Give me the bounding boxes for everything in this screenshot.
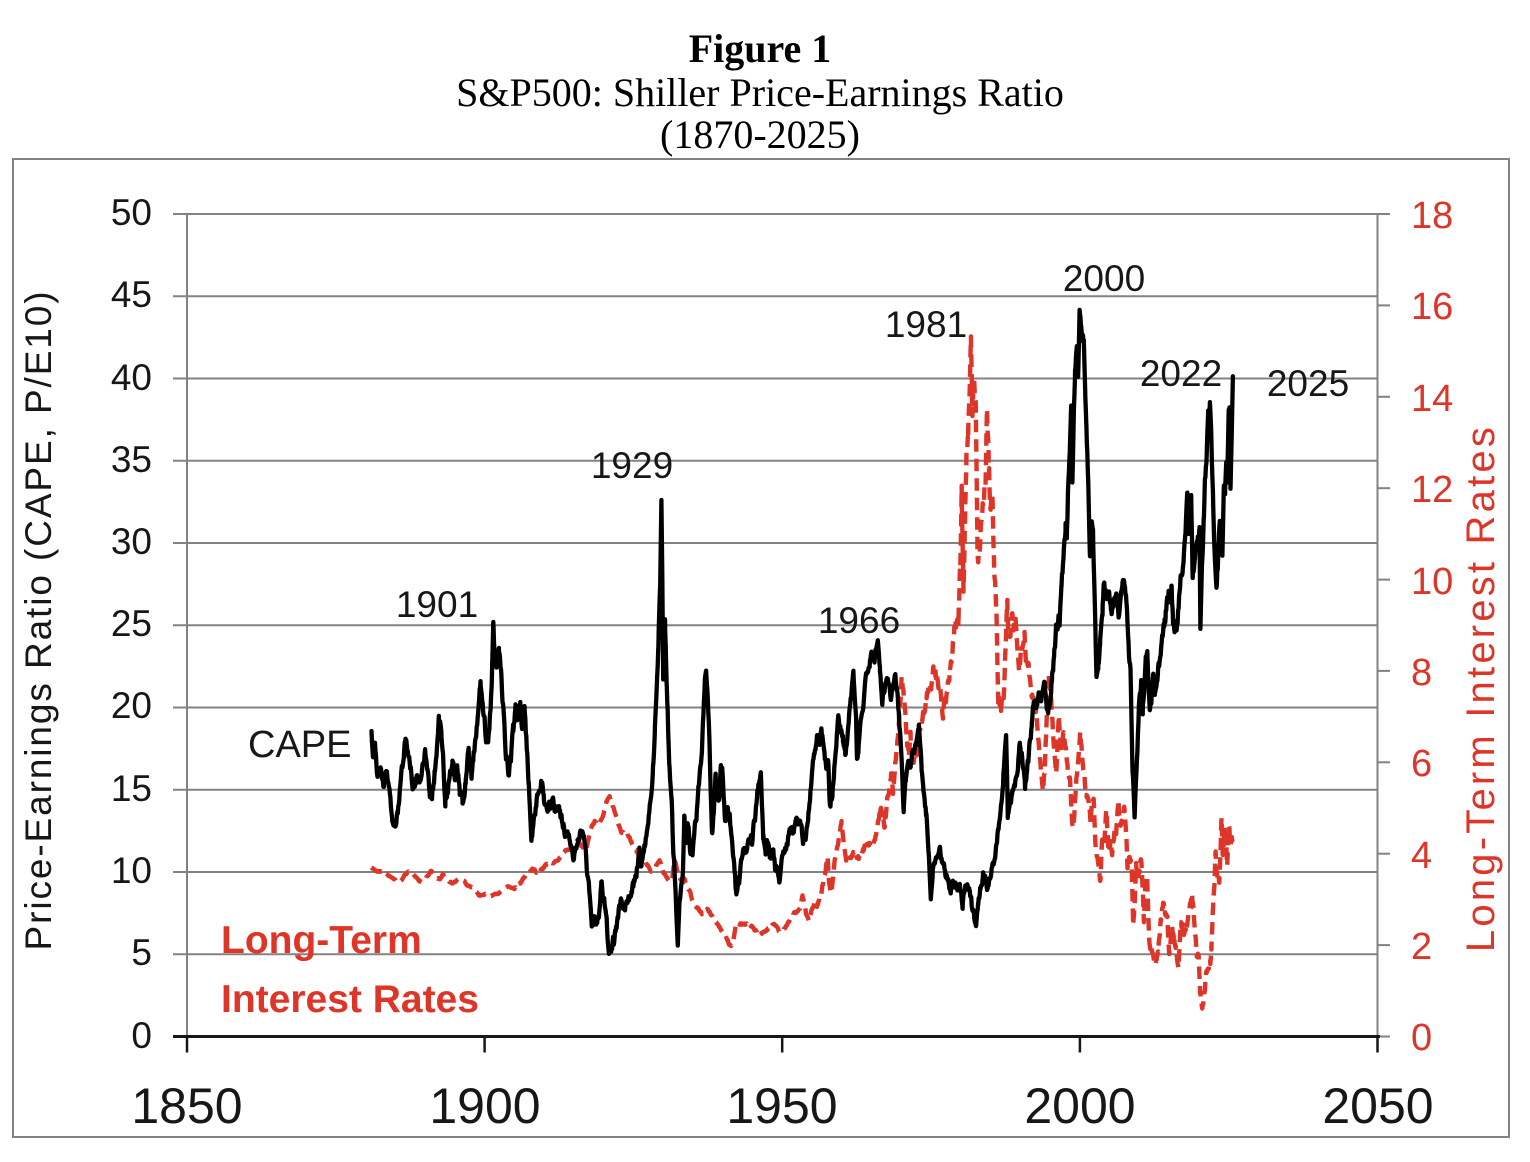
- svg-text:2000: 2000: [1063, 258, 1145, 299]
- svg-text:1900: 1900: [429, 1078, 540, 1134]
- svg-text:(1870-2025): (1870-2025): [660, 112, 860, 157]
- svg-text:Price-Earnings Ratio (CAPE, P/: Price-Earnings Ratio (CAPE, P/E10): [18, 290, 59, 951]
- svg-text:Figure 1: Figure 1: [689, 26, 832, 71]
- svg-text:14: 14: [1411, 378, 1453, 420]
- svg-text:4: 4: [1411, 835, 1432, 877]
- svg-text:2: 2: [1411, 926, 1432, 968]
- svg-text:1966: 1966: [818, 600, 900, 641]
- svg-text:0: 0: [1411, 1017, 1432, 1059]
- svg-text:1901: 1901: [396, 584, 478, 625]
- svg-text:35: 35: [111, 439, 152, 480]
- svg-text:2000: 2000: [1024, 1078, 1135, 1134]
- svg-text:1981: 1981: [885, 304, 967, 345]
- svg-text:16: 16: [1411, 286, 1453, 328]
- svg-text:10: 10: [1411, 561, 1453, 603]
- svg-text:10: 10: [111, 850, 152, 891]
- svg-text:30: 30: [111, 521, 152, 562]
- svg-text:2050: 2050: [1322, 1078, 1433, 1134]
- svg-text:12: 12: [1411, 469, 1453, 511]
- svg-text:Long-Term: Long-Term: [221, 919, 422, 962]
- svg-text:S&P500: Shiller Price-Earnings: S&P500: Shiller Price-Earnings Ratio: [456, 70, 1064, 115]
- svg-text:2025: 2025: [1267, 363, 1349, 404]
- svg-text:1850: 1850: [131, 1078, 242, 1134]
- svg-text:0: 0: [131, 1015, 152, 1056]
- svg-text:1950: 1950: [726, 1078, 837, 1134]
- svg-text:50: 50: [111, 192, 152, 233]
- svg-text:CAPE: CAPE: [248, 724, 351, 766]
- svg-text:5: 5: [131, 932, 152, 973]
- svg-text:40: 40: [111, 357, 152, 398]
- svg-text:Long-Term Interest Rates: Long-Term Interest Rates: [1459, 424, 1503, 952]
- svg-text:6: 6: [1411, 743, 1432, 785]
- svg-text:45: 45: [111, 274, 152, 315]
- svg-text:25: 25: [111, 603, 152, 644]
- svg-text:1929: 1929: [591, 445, 673, 486]
- svg-text:18: 18: [1411, 195, 1453, 237]
- svg-text:2022: 2022: [1140, 353, 1222, 394]
- svg-text:15: 15: [111, 768, 152, 809]
- svg-text:Interest Rates: Interest Rates: [221, 978, 479, 1021]
- svg-text:20: 20: [111, 685, 152, 726]
- svg-text:8: 8: [1411, 652, 1432, 694]
